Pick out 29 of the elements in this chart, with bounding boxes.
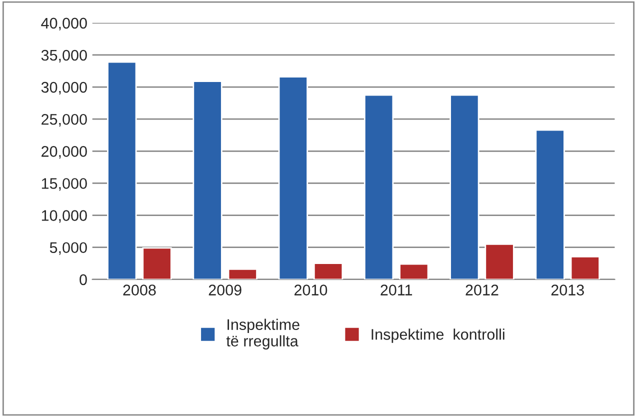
x-tick-label: 2009 xyxy=(208,284,242,296)
bar xyxy=(228,268,258,280)
x-tick-label: 2013 xyxy=(551,284,584,296)
bar xyxy=(364,94,394,280)
bar xyxy=(399,263,429,280)
x-tick-label: 2011 xyxy=(380,284,412,296)
y-tick-label: 5,000 xyxy=(50,242,87,255)
y-tick-label: 30,000 xyxy=(41,82,87,95)
bar xyxy=(535,129,565,280)
bar xyxy=(107,61,137,280)
bar xyxy=(450,94,480,280)
x-tick-label: 2012 xyxy=(466,284,498,296)
bar xyxy=(313,262,344,280)
bar xyxy=(192,80,222,280)
y-tick-label: 25,000 xyxy=(42,114,87,127)
y-tick-label: 35,000 xyxy=(41,50,87,62)
legend-label: Inspektime kontrolli xyxy=(372,328,504,343)
y-tick-label: 0 xyxy=(80,274,87,286)
x-tick-label: 2010 xyxy=(294,284,328,296)
legend-label: Inspektime të rregullta xyxy=(226,318,300,350)
bar xyxy=(484,243,514,280)
bar xyxy=(278,76,308,280)
bar xyxy=(570,256,600,280)
y-tick-label: 40,000 xyxy=(41,18,87,30)
y-tick-label: 20,000 xyxy=(42,146,87,159)
bar xyxy=(142,247,172,280)
y-tick-label: 15,000 xyxy=(42,178,87,191)
x-tick-label: 2008 xyxy=(123,284,156,296)
y-tick-label: 10,000 xyxy=(42,210,87,223)
